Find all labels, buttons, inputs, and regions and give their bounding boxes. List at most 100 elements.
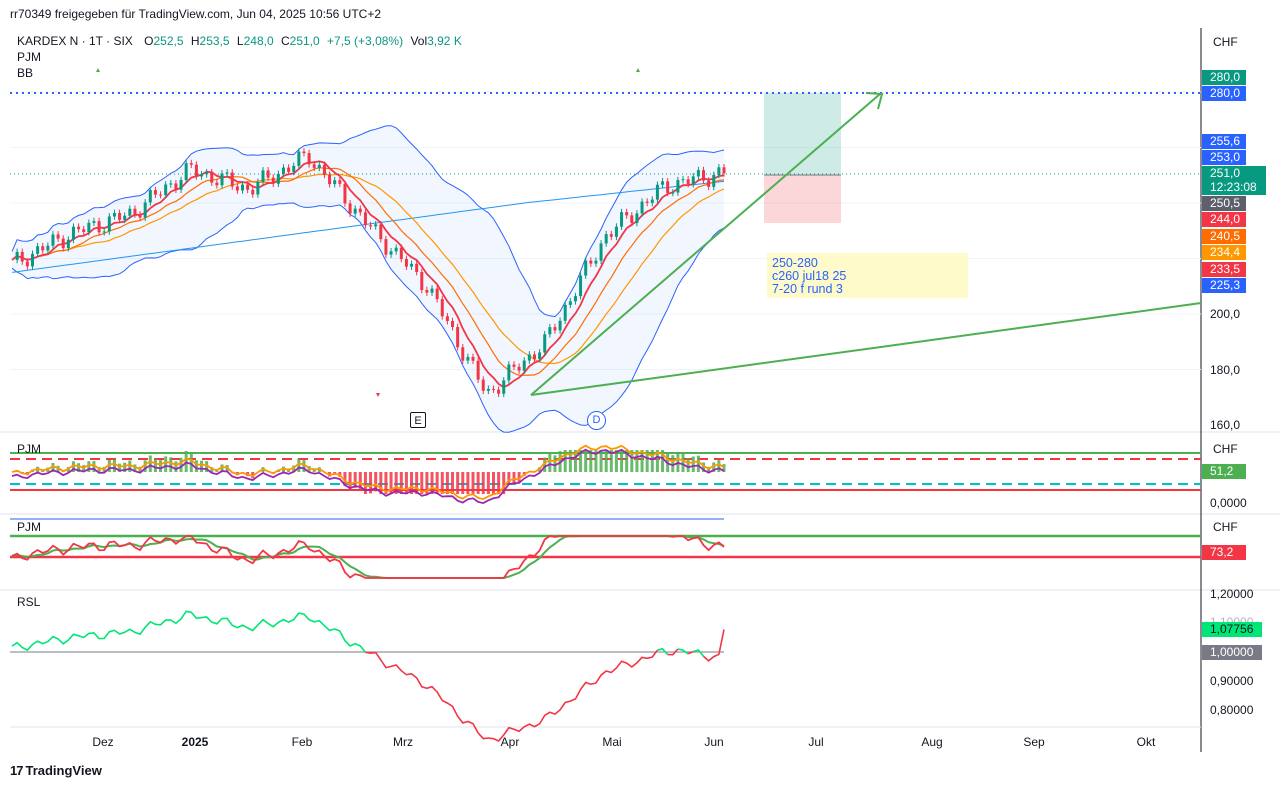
candle-body [194, 164, 198, 177]
price-tag: 12:23:08 [1202, 180, 1266, 195]
osc1-label[interactable]: PJM [17, 442, 41, 456]
candle-body [440, 299, 444, 317]
month-label: Sep [1023, 735, 1045, 749]
osc1-histogram-bar [456, 472, 460, 494]
candle-body [568, 301, 572, 305]
osc2-currency-label: CHF [1213, 520, 1238, 534]
osc1-histogram-bar [609, 450, 613, 472]
osc1-histogram-bar [379, 472, 383, 494]
osc1-histogram-bar [691, 456, 695, 472]
pjm-oscillator-pane[interactable] [10, 444, 1201, 505]
support-trend-line[interactable] [530, 302, 1202, 396]
candle-body [246, 184, 250, 190]
month-label: Jul [808, 735, 824, 749]
osc1-histogram-bar [512, 472, 516, 484]
candle-body [461, 347, 465, 361]
candle-body [394, 247, 398, 252]
annotation-box[interactable] [767, 253, 968, 298]
candle-body [712, 174, 716, 187]
dividend-event-marker[interactable]: D [587, 411, 606, 430]
osc1-histogram-bar [389, 472, 393, 494]
position-profit-zone[interactable] [764, 93, 841, 175]
bollinger-fill-area [12, 125, 724, 433]
osc1-histogram-bar [461, 472, 465, 494]
bollinger-upper [11, 125, 725, 318]
osc1-histogram-bar [655, 450, 659, 472]
candle-body [225, 172, 229, 174]
symbol-legend[interactable]: KARDEX N · 1T · SIX O252,5 H253,5 L248,0… [17, 34, 462, 48]
low-value: 248,0 [243, 34, 274, 48]
rsl-pane[interactable] [10, 610, 725, 742]
candle-body [522, 360, 526, 371]
candle-body [87, 222, 91, 233]
candle-body [584, 260, 588, 276]
month-label: Feb [291, 735, 313, 749]
candle-body [456, 327, 460, 348]
osc1-histogram-bar [517, 472, 521, 483]
candle-body [82, 229, 86, 233]
candle-body [281, 167, 285, 174]
candle-body [538, 352, 542, 360]
indicator-bb-label[interactable]: BB [17, 66, 34, 80]
candle-body [322, 164, 326, 175]
candle-body [476, 360, 480, 380]
osc1-histogram-bar [374, 472, 378, 492]
candle-body [614, 226, 618, 237]
osc1-histogram-bar [415, 472, 419, 494]
month-label: Dez [92, 735, 114, 749]
osc1-histogram-bar [343, 472, 347, 487]
candle-body [507, 364, 511, 381]
osc1-histogram-bar [614, 450, 618, 472]
osc2-label[interactable]: PJM [17, 520, 41, 534]
candle-body [707, 180, 711, 187]
rsl-line-down [365, 649, 659, 742]
price-tick: 180,0 [1210, 363, 1241, 377]
uptrend-line[interactable] [530, 93, 881, 396]
tradingview-logo[interactable]: 17 TradingView [10, 763, 102, 778]
candle-body [261, 170, 265, 182]
rsl-label[interactable]: RSL [17, 595, 41, 609]
candle-body [491, 388, 495, 390]
month-label: Okt [1136, 735, 1156, 749]
candle-body [169, 183, 173, 185]
candle-body [25, 261, 29, 267]
annotation-line-1: 250-280 [772, 256, 818, 270]
indicator-pjm-label[interactable]: PJM [17, 50, 41, 64]
osc1-histogram-bar [645, 450, 649, 472]
candle-body [399, 247, 403, 259]
osc1-histogram-bar [661, 450, 665, 472]
osc1-histogram-bar [702, 462, 706, 472]
bollinger-bands [11, 125, 725, 433]
osc1-histogram-bar [604, 450, 608, 472]
osc1-histogram-bar [625, 450, 629, 472]
osc1-histogram-bar [451, 472, 455, 494]
candle-body [102, 231, 106, 233]
candle-body [558, 320, 562, 331]
osc1-histogram-bar [476, 472, 480, 494]
osc1-histogram-bar [440, 472, 444, 494]
symbol-name[interactable]: KARDEX N · 1T · SIX [17, 34, 133, 48]
position-loss-zone[interactable] [764, 175, 841, 223]
currency-label[interactable]: CHF [1213, 35, 1238, 49]
price-tag: 280,0 [1202, 70, 1246, 85]
osc1-histogram-bar [169, 457, 173, 472]
candle-body [271, 177, 275, 184]
osc1-histogram-bar [425, 472, 429, 494]
earnings-event-marker[interactable]: E [410, 412, 426, 428]
pjm-oscillator2-pane[interactable] [10, 518, 1201, 579]
osc1-histogram-bar [302, 460, 306, 472]
candle-body [573, 296, 577, 302]
low-label: L [236, 34, 244, 48]
osc1-histogram-bar [681, 453, 685, 472]
trend-arrow-head[interactable] [865, 92, 884, 110]
candle-body [722, 167, 726, 174]
osc1-histogram-bar [297, 458, 301, 472]
osc1-histogram-bar [686, 458, 690, 472]
candle-body [36, 246, 40, 254]
candle-body [681, 179, 685, 181]
osc1-histogram-bar [584, 450, 588, 472]
annotation-line-3: 7-20 f rund 3 [772, 282, 843, 296]
osc1-histogram-bar [184, 450, 188, 472]
moving-averages [11, 160, 725, 389]
